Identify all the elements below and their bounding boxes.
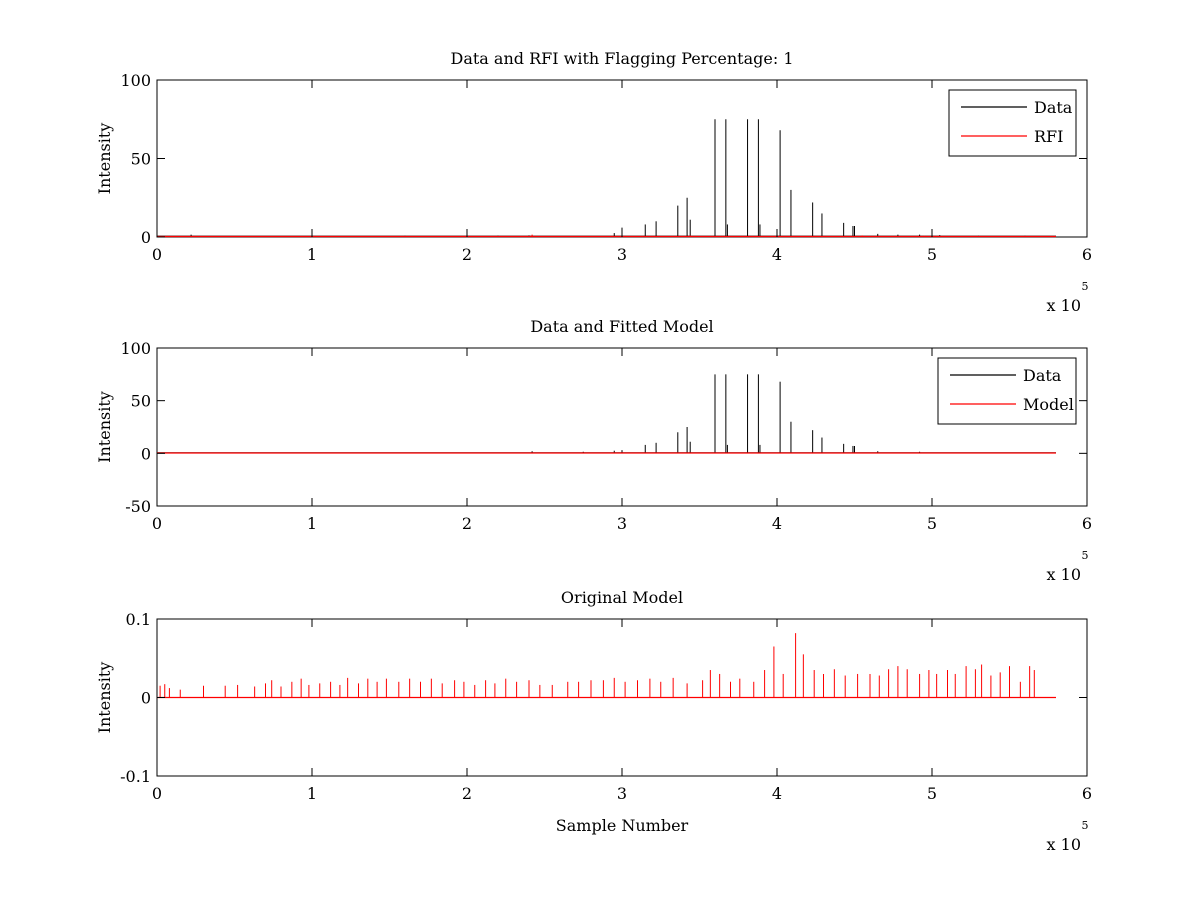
x-tick-label: 1 (307, 784, 317, 803)
axes-box (156, 347, 1088, 507)
axes-box (156, 79, 1088, 238)
subplot-title: Data and Fitted Model (530, 317, 713, 336)
legend-label: Data (1034, 98, 1073, 117)
legend-box (948, 89, 1077, 157)
y-tick-label: 0.1 (126, 610, 151, 629)
legend: Data RFI (948, 89, 1077, 157)
y-axis-label: Intensity (95, 662, 114, 734)
x-tick-label: 4 (772, 245, 782, 264)
legend-box (937, 357, 1077, 425)
x-tick-label: 4 (772, 514, 782, 533)
y-tick-label: 50 (131, 150, 151, 169)
y-tick-label: 0 (141, 228, 151, 247)
plot-area (157, 119, 1056, 238)
x-multiplier-exponent: 5 (1082, 280, 1089, 293)
x-multiplier: x 10 (1047, 835, 1081, 854)
plot-area (157, 374, 1056, 454)
x-multiplier-exponent: 5 (1082, 549, 1089, 562)
plot-area (157, 633, 1056, 699)
x-tick-label: 5 (927, 245, 937, 264)
y-tick-label: -0.1 (120, 767, 151, 786)
x-tick-label: 4 (772, 784, 782, 803)
legend-label: RFI (1034, 127, 1063, 146)
x-multiplier: x 10 (1047, 565, 1081, 584)
x-multiplier-exponent: 5 (1082, 819, 1089, 832)
x-tick-label: 6 (1082, 245, 1092, 264)
y-tick-label: 0 (141, 444, 151, 463)
x-tick-label: 2 (462, 784, 472, 803)
y-tick-label: 0 (141, 689, 151, 708)
x-tick-label: 3 (617, 514, 627, 533)
x-tick-label: 3 (617, 784, 627, 803)
x-tick-label: 0 (152, 784, 162, 803)
subplot-1: 0 1 2 3 4 5 6 0 50 100 Data and RFI with Flagging … (95, 49, 1092, 315)
x-axis-label: Sample Number (556, 816, 689, 835)
legend-label: Data (1023, 366, 1062, 385)
x-tick-label: 2 (462, 245, 472, 264)
x-tick-label: 5 (927, 514, 937, 533)
x-multiplier: x 10 (1047, 296, 1081, 315)
x-tick-label: 5 (927, 784, 937, 803)
legend: Data Model (937, 357, 1077, 425)
y-axis-label: Intensity (95, 123, 114, 195)
x-tick-label: 6 (1082, 514, 1092, 533)
subplot-title: Original Model (561, 588, 683, 607)
x-tick-label: 0 (152, 514, 162, 533)
x-tick-label: 1 (307, 514, 317, 533)
y-tick-label: -50 (125, 497, 151, 516)
x-tick-label: 2 (462, 514, 472, 533)
x-tick-label: 3 (617, 245, 627, 264)
x-tick-label: 0 (152, 245, 162, 264)
y-tick-label: 100 (120, 71, 151, 90)
subplot-title: Data and RFI with Flagging Percentage: 1 (450, 49, 793, 68)
x-tick-label: 1 (307, 245, 317, 264)
y-tick-label: 100 (120, 339, 151, 358)
y-tick-label: 50 (131, 392, 151, 411)
x-tick-label: 6 (1082, 784, 1092, 803)
legend-label: Model (1023, 395, 1074, 414)
y-axis-label: Intensity (95, 391, 114, 463)
